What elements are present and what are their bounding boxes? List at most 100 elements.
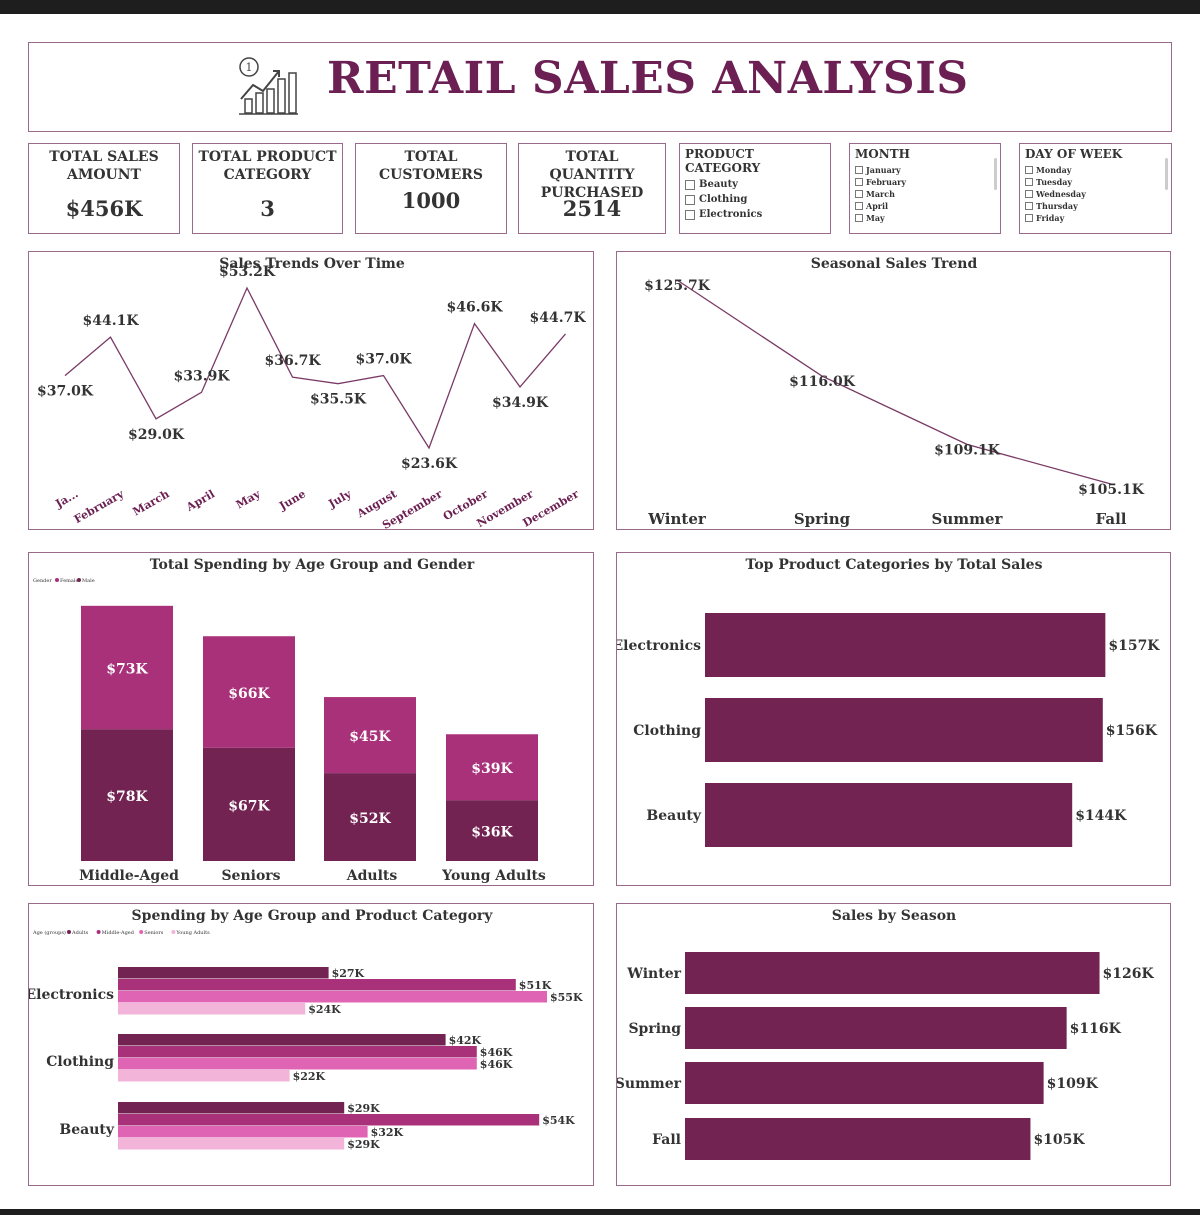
slicer-option-april[interactable]: April (855, 201, 995, 211)
bar (118, 1138, 345, 1150)
bar-female (203, 636, 295, 748)
data-label: $116K (1070, 1021, 1122, 1037)
bar-male (446, 800, 538, 861)
bar-female (324, 697, 416, 774)
slicer-option-monday[interactable]: Monday (1025, 165, 1166, 175)
bar (118, 967, 329, 979)
data-label: $52K (349, 811, 391, 827)
x-tick-label: March (131, 487, 172, 518)
kpi-label: TOTAL SALES AMOUNT (49, 149, 159, 183)
bar (118, 979, 516, 991)
data-label: $29.0K (128, 427, 185, 443)
window-top-bar (0, 0, 1200, 14)
checkbox[interactable] (1025, 178, 1033, 186)
data-label: $66K (228, 686, 270, 702)
bar (118, 1114, 540, 1126)
x-tick-label: July (326, 487, 354, 511)
bar (685, 1118, 1031, 1160)
slicer-title: PRODUCT CATEGORY (685, 147, 761, 175)
bar (705, 613, 1106, 677)
data-label: $109.1K (934, 442, 1001, 458)
checkbox[interactable] (685, 194, 695, 205)
slicer-option-may[interactable]: May (855, 213, 995, 223)
checkbox[interactable] (855, 214, 863, 222)
slicer-option-thursday[interactable]: Thursday (1025, 201, 1166, 211)
x-tick-label: June (276, 487, 308, 513)
x-tick-label: Fall (1096, 510, 1127, 528)
age-category-chart: Spending by Age Group and Product Catego… (29, 908, 583, 1151)
kpi-value: 1000 (401, 188, 461, 213)
y-tick-label: Beauty (646, 808, 701, 824)
slicer-scrollbar[interactable] (994, 158, 997, 190)
checkbox[interactable] (855, 190, 863, 198)
checkbox[interactable] (855, 178, 863, 186)
checkbox[interactable] (685, 209, 695, 220)
checkbox[interactable] (685, 179, 695, 190)
x-tick-label: February (72, 487, 127, 526)
slicer-option-february[interactable]: February (855, 177, 995, 187)
checkbox[interactable] (1025, 190, 1033, 198)
checkbox[interactable] (855, 202, 863, 210)
x-tick-label: April (183, 487, 217, 514)
slicer-title: DAY OF WEEK (1025, 147, 1123, 161)
slicer-option-tuesday[interactable]: Tuesday (1025, 177, 1166, 187)
legend-marker (96, 930, 101, 934)
slicer-option-wednesday[interactable]: Wednesday (1025, 189, 1166, 199)
data-label: $44.1K (82, 313, 139, 329)
bar-male (324, 773, 416, 861)
legend-label: Female (60, 578, 78, 584)
bar (118, 1126, 368, 1138)
checkbox[interactable] (855, 166, 863, 174)
data-label: $46K (480, 1046, 513, 1059)
y-tick-label: Electronics (29, 987, 114, 1003)
legend-title: Gender (33, 578, 52, 584)
bar (118, 1102, 345, 1114)
x-tick-label: Seniors (221, 868, 280, 884)
data-label: $51K (519, 979, 552, 992)
slicer-day-of-week: DAY OF WEEK Monday Tuesday Wednesday Thu… (1019, 143, 1172, 234)
data-label: $125.7K (644, 278, 711, 294)
data-label: $78K (106, 789, 148, 805)
data-label: $32K (371, 1126, 404, 1139)
slicer-option-beauty[interactable]: Beauty (685, 179, 825, 190)
slicer-month: MONTH January February March April May (849, 143, 1001, 234)
data-label: $27K (332, 967, 365, 980)
y-tick-label: Fall (652, 1132, 681, 1148)
slicer-option-friday[interactable]: Friday (1025, 213, 1166, 223)
legend-marker (55, 578, 59, 582)
legend-title: Age (groups) (32, 929, 66, 936)
data-label: $67K (228, 798, 270, 814)
slicer-option-january[interactable]: January (855, 165, 995, 175)
legend-label: Middle-Aged (102, 930, 135, 936)
slicer-option-clothing[interactable]: Clothing (685, 194, 825, 205)
x-tick-label: Middle-Aged (79, 868, 179, 884)
data-label: $116.0K (789, 374, 856, 390)
data-label: $36K (471, 825, 513, 841)
y-tick-label: Summer (617, 1076, 682, 1092)
data-label: $33.9K (173, 368, 230, 384)
window-bottom-bar (0, 1209, 1200, 1215)
y-tick-label: Beauty (59, 1122, 114, 1138)
data-label: $45K (349, 729, 391, 745)
chart-title: Spending by Age Group and Product Catego… (132, 908, 494, 924)
data-label: $109K (1047, 1076, 1099, 1092)
slicer-option-electronics[interactable]: Electronics (685, 209, 825, 220)
chart-title: Top Product Categories by Total Sales (746, 557, 1043, 573)
trend-line (64, 286, 566, 450)
y-tick-label: Clothing (633, 723, 701, 739)
slicer-scrollbar[interactable] (1165, 158, 1168, 190)
age-gender-chart: Total Spending by Age Group and Gender Ge… (33, 557, 546, 884)
checkbox[interactable] (1025, 214, 1033, 222)
checkbox[interactable] (1025, 202, 1033, 210)
slicer-option-march[interactable]: March (855, 189, 995, 199)
data-label: $23.6K (401, 456, 458, 472)
checkbox[interactable] (1025, 166, 1033, 174)
data-label: $44.7K (529, 310, 586, 326)
kpi-value: 2514 (562, 196, 622, 221)
age-category-panel: Spending by Age Group and Product Catego… (28, 903, 594, 1186)
y-tick-label: Spring (628, 1021, 681, 1037)
data-label: $157K (1108, 638, 1160, 654)
data-label: $29K (347, 1102, 380, 1115)
age-gender-panel: Total Spending by Age Group and Gender Ge… (28, 552, 594, 886)
legend-label: Young Adults (175, 930, 210, 936)
